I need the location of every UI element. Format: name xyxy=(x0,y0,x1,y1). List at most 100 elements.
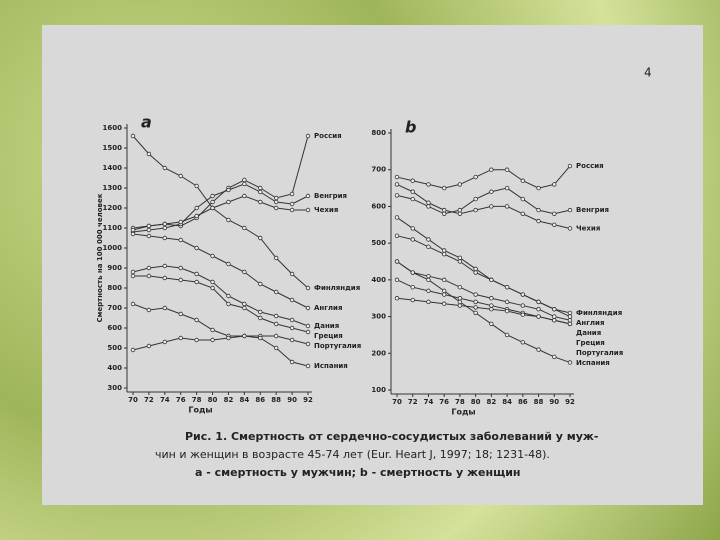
series-label: Греция xyxy=(314,332,343,340)
data-point xyxy=(426,182,431,187)
x-tick-label: 86 xyxy=(255,396,265,404)
data-point xyxy=(394,182,400,187)
data-point xyxy=(504,308,510,314)
data-point xyxy=(210,279,215,285)
data-point xyxy=(441,301,447,306)
data-point xyxy=(289,317,295,323)
data-point xyxy=(162,165,168,171)
data-point xyxy=(473,266,478,272)
data-point xyxy=(289,207,295,213)
data-point xyxy=(273,205,279,211)
y-tick-label: 600 xyxy=(107,324,122,332)
data-point xyxy=(520,340,526,345)
data-point xyxy=(146,265,152,271)
y-tick-label: 400 xyxy=(371,276,386,284)
data-point xyxy=(489,204,494,209)
data-point xyxy=(552,211,557,216)
data-point xyxy=(305,329,311,335)
data-point xyxy=(194,205,199,211)
data-point xyxy=(273,313,279,319)
series-line xyxy=(132,335,309,367)
data-point xyxy=(226,293,231,299)
data-point xyxy=(394,233,400,238)
series-line xyxy=(396,183,571,229)
x-tick-label: 78 xyxy=(455,398,465,406)
data-point xyxy=(504,204,510,209)
data-point xyxy=(410,270,415,275)
data-point xyxy=(394,259,400,264)
data-point xyxy=(536,307,541,312)
data-point xyxy=(567,163,573,169)
data-point xyxy=(178,335,183,341)
data-point xyxy=(305,207,311,213)
data-point xyxy=(410,285,415,290)
data-point xyxy=(536,314,541,319)
data-point xyxy=(394,174,400,180)
data-point xyxy=(242,333,247,339)
data-point xyxy=(520,292,526,297)
data-point xyxy=(178,265,183,271)
data-point xyxy=(194,337,199,343)
data-point xyxy=(289,359,295,365)
data-point xyxy=(410,297,415,303)
data-point xyxy=(242,305,247,311)
data-point xyxy=(473,292,478,297)
data-point xyxy=(146,227,152,233)
series-line xyxy=(132,303,309,345)
x-tick-label: 76 xyxy=(439,398,449,406)
data-point xyxy=(504,167,510,172)
data-point xyxy=(489,277,494,283)
series-label: Греция xyxy=(576,339,605,347)
y-tick-label: 1100 xyxy=(103,224,123,232)
y-tick-label: 700 xyxy=(371,166,386,174)
data-point xyxy=(194,317,199,323)
y-tick-label: 500 xyxy=(371,239,386,247)
data-point xyxy=(258,309,263,315)
data-point xyxy=(210,193,215,199)
data-point xyxy=(305,305,311,311)
y-tick-label: 1000 xyxy=(103,244,123,252)
series-line xyxy=(132,265,309,327)
data-point xyxy=(536,185,541,191)
data-point xyxy=(567,207,573,213)
data-point xyxy=(489,307,494,312)
data-point xyxy=(504,299,510,305)
data-point xyxy=(178,237,183,243)
data-point xyxy=(226,301,231,307)
data-point xyxy=(146,343,152,349)
x-tick-label: 74 xyxy=(160,396,170,404)
y-tick-label: 1400 xyxy=(103,164,123,172)
data-point xyxy=(305,341,311,347)
data-point xyxy=(178,173,183,179)
data-point xyxy=(146,307,152,313)
data-point xyxy=(426,200,431,205)
y-tick-label: 500 xyxy=(107,344,122,352)
data-point xyxy=(305,193,311,199)
x-tick-label: 88 xyxy=(271,396,281,404)
data-point xyxy=(567,321,573,327)
data-point xyxy=(130,269,136,275)
data-point xyxy=(520,303,526,308)
data-point xyxy=(552,354,557,360)
data-point xyxy=(273,345,279,351)
data-point xyxy=(162,235,168,241)
data-point xyxy=(426,237,431,242)
data-point xyxy=(162,339,168,345)
data-point xyxy=(552,318,557,323)
data-point xyxy=(457,207,463,213)
series-label: Португалия xyxy=(314,342,361,350)
data-point xyxy=(520,211,526,216)
data-point xyxy=(242,193,247,199)
series-label: Финляндия xyxy=(576,309,622,317)
series-label: Испания xyxy=(314,362,348,370)
data-point xyxy=(426,244,431,250)
data-point xyxy=(473,310,478,316)
data-point xyxy=(162,221,168,227)
data-point xyxy=(130,231,136,237)
data-point xyxy=(441,211,447,216)
series-line xyxy=(132,183,309,233)
caption-line: a - смертность у мужчин; b - смертность … xyxy=(195,466,521,479)
data-point xyxy=(426,277,431,283)
x-tick-label: 70 xyxy=(128,396,138,404)
